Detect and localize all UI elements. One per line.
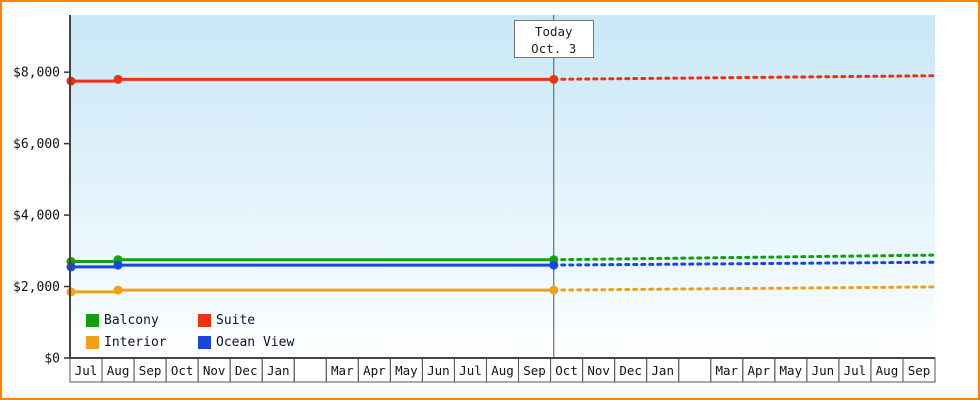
y-axis-tick-label: $4,000 xyxy=(13,209,60,224)
x-axis-month-label: May xyxy=(780,363,803,378)
legend-swatch-ocean-view-icon xyxy=(198,336,211,349)
series-marker xyxy=(113,74,123,84)
x-axis-month-label: Mar xyxy=(715,363,738,378)
series-marker xyxy=(113,285,123,295)
x-axis-month-label: Sep xyxy=(908,363,931,378)
legend-item-suite: Suite xyxy=(198,313,294,328)
x-axis-month-label: Dec xyxy=(619,363,642,378)
series-line-forecast xyxy=(552,260,935,267)
legend-item-interior: Interior xyxy=(86,335,198,350)
series-line-forecast xyxy=(552,285,935,292)
x-axis-month-label: Jul xyxy=(844,363,867,378)
x-axis-month-label: Oct xyxy=(555,363,578,378)
series-marker xyxy=(549,260,559,270)
series-line-forecast xyxy=(552,253,935,262)
series-marker xyxy=(549,74,559,84)
x-axis-month-label: Aug xyxy=(491,363,514,378)
chart-legend: Balcony Suite Interior Ocean View xyxy=(86,313,294,350)
x-axis-month-label: Apr xyxy=(363,363,386,378)
x-axis-month-label: Jul xyxy=(75,363,98,378)
legend-label-interior: Interior xyxy=(104,335,167,350)
legend-label-suite: Suite xyxy=(216,313,256,328)
series-line-forecast xyxy=(552,74,935,81)
x-axis-month-label: May xyxy=(395,363,418,378)
today-label: Today xyxy=(534,24,573,39)
legend-swatch-suite-icon xyxy=(198,314,211,327)
plot-background xyxy=(70,15,935,358)
x-axis-month-label: Jun xyxy=(812,363,835,378)
x-axis-month-cell xyxy=(678,357,712,383)
y-axis-tick-label: $6,000 xyxy=(13,137,60,152)
x-axis-month-label: Aug xyxy=(876,363,899,378)
x-axis-month-label: Jan xyxy=(651,363,674,378)
x-axis-month-label: Apr xyxy=(748,363,771,378)
series-marker xyxy=(113,260,123,270)
x-axis-month-cell xyxy=(293,357,327,383)
x-axis-month-label: Dec xyxy=(235,363,258,378)
x-axis-month-label: Jan xyxy=(267,363,290,378)
x-axis-month-label: Jul xyxy=(459,363,482,378)
y-axis-tick-label: $2,000 xyxy=(13,280,60,295)
legend-label-ocean-view: Ocean View xyxy=(216,335,295,350)
y-axis-tick-label: $0 xyxy=(44,352,60,367)
x-axis-month-label: Jun xyxy=(427,363,450,378)
x-axis-month-label: Aug xyxy=(107,363,130,378)
legend-item-ocean-view: Ocean View xyxy=(198,335,294,350)
x-axis-month-label: Nov xyxy=(587,363,610,378)
y-axis-tick-label: $8,000 xyxy=(13,66,60,81)
legend-swatch-balcony-icon xyxy=(86,314,99,327)
legend-label-balcony: Balcony xyxy=(104,313,159,328)
x-axis-month-label: Sep xyxy=(523,363,546,378)
today-label-box: Today Oct. 3 xyxy=(513,20,594,58)
legend-item-balcony: Balcony xyxy=(86,313,198,328)
today-date: Oct. 3 xyxy=(531,41,577,56)
x-axis-month-label: Mar xyxy=(331,363,354,378)
x-axis-month-label: Nov xyxy=(203,363,226,378)
x-axis-month-label: Oct xyxy=(171,363,194,378)
legend-swatch-interior-icon xyxy=(86,336,99,349)
x-axis-month-label: Sep xyxy=(139,363,162,378)
series-marker xyxy=(549,285,559,295)
